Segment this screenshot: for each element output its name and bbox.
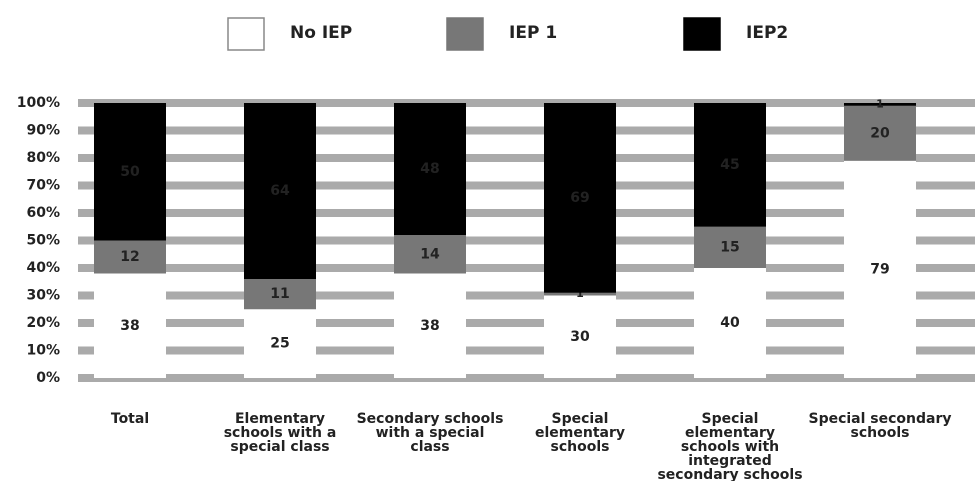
bar-segment xyxy=(244,279,316,310)
legend-swatch xyxy=(683,17,721,51)
data-label: 79 xyxy=(870,261,889,277)
bar-segment xyxy=(94,273,166,378)
legend-label: IEP 1 xyxy=(509,23,557,43)
bar-segment xyxy=(544,103,616,293)
bar-segment xyxy=(394,103,466,235)
y-tick-label: 10% xyxy=(26,343,60,359)
x-tick-label: Special secondary schools xyxy=(808,411,952,441)
x-tick-label: Elementary schools with a special class xyxy=(223,411,337,455)
data-label: 11 xyxy=(270,286,289,302)
bar-segment xyxy=(844,160,916,378)
bar-segment xyxy=(244,309,316,378)
x-tick-label: Secondary schools with a special class xyxy=(356,411,504,455)
bar-segment xyxy=(544,292,616,296)
x-tick-label: Special elementary schools xyxy=(534,411,625,455)
legend-swatch xyxy=(227,17,265,51)
data-label: 20 xyxy=(870,125,890,141)
data-label: 25 xyxy=(270,336,289,352)
legend-label: IEP2 xyxy=(746,23,788,43)
data-label: 50 xyxy=(120,164,140,180)
bar-segment xyxy=(544,295,616,378)
data-label: 38 xyxy=(120,318,139,334)
bar-segment xyxy=(694,226,766,268)
legend-label: No IEP xyxy=(290,23,352,43)
data-label: 64 xyxy=(270,183,290,199)
y-tick-label: 70% xyxy=(26,178,60,194)
bar-segment xyxy=(844,103,916,106)
bar-segment xyxy=(394,273,466,378)
bar-segment xyxy=(94,103,166,241)
y-tick-label: 0% xyxy=(36,370,60,386)
data-label: 48 xyxy=(420,161,439,177)
y-tick-label: 20% xyxy=(26,315,60,331)
y-tick-label: 50% xyxy=(26,233,60,249)
y-tick-label: 90% xyxy=(26,123,60,139)
data-label: 14 xyxy=(420,246,440,262)
bar-segment xyxy=(694,268,766,378)
bar-segment xyxy=(394,235,466,274)
y-tick-label: 40% xyxy=(26,260,60,276)
y-tick-label: 30% xyxy=(26,288,60,304)
data-label: 69 xyxy=(570,190,589,206)
bar-segment xyxy=(844,105,916,161)
bar-segment xyxy=(694,103,766,227)
bar-segment xyxy=(244,103,316,279)
data-label: 30 xyxy=(570,329,590,345)
data-label: 1 xyxy=(576,287,584,300)
data-label: 12 xyxy=(120,249,139,265)
data-label: 45 xyxy=(720,157,739,173)
x-tick-label: Special elementary schools with integrat… xyxy=(657,411,803,481)
y-tick-label: 80% xyxy=(26,150,60,166)
y-tick-label: 60% xyxy=(26,205,60,221)
y-tick-label: 100% xyxy=(17,95,60,111)
x-tick-label: Total xyxy=(110,411,150,427)
data-label: 15 xyxy=(720,239,739,255)
legend-swatch xyxy=(446,17,484,51)
bar-segment xyxy=(94,240,166,274)
data-label: 38 xyxy=(420,318,439,334)
data-label: 40 xyxy=(720,315,740,331)
data-label: 1 xyxy=(876,97,884,110)
